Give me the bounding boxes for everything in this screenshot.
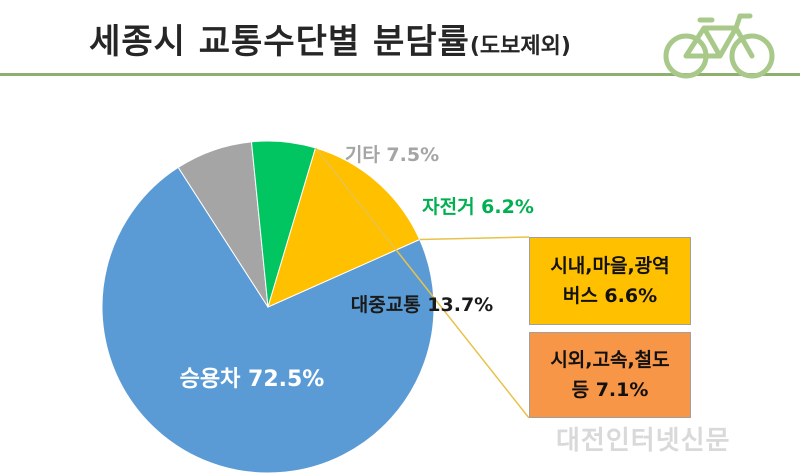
breakdown-intercity-line2: 등 7.1% [571,379,649,401]
breakdown-bus-line2: 버스 6.6% [562,285,658,307]
title-main: 세종시 교통수단별 분담률 [89,22,470,62]
breakdown-box-bus: 시내,마을,광역 버스 6.6% [529,237,691,325]
bicycle-icon [663,13,775,79]
chart-title: 세종시 교통수단별 분담률(도보제외) [0,14,660,63]
pie-slice-car [101,166,435,474]
slice-label-bike: 자전거 6.2% [422,196,534,218]
watermark: 대전인터넷신문 [556,426,731,456]
leader-line-bottom [314,147,530,419]
breakdown-intercity-line1: 시외,고속,철도 [550,349,670,371]
breakdown-leader-lines [314,147,530,419]
title-divider [0,73,800,76]
slice-label-car: 승용차 72.5% [180,367,325,392]
slice-label-etc: 기타 7.5% [345,144,439,166]
pie-slices [101,140,435,474]
breakdown-bus-line1: 시내,마을,광역 [550,255,670,277]
title-sub: (도보제외) [469,34,571,59]
leader-line-top [419,236,530,241]
breakdown-box-intercity: 시외,고속,철도 등 7.1% [529,332,691,418]
pie-slice-transit [267,147,421,308]
slice-label-transit: 대중교통 13.7% [351,294,493,316]
